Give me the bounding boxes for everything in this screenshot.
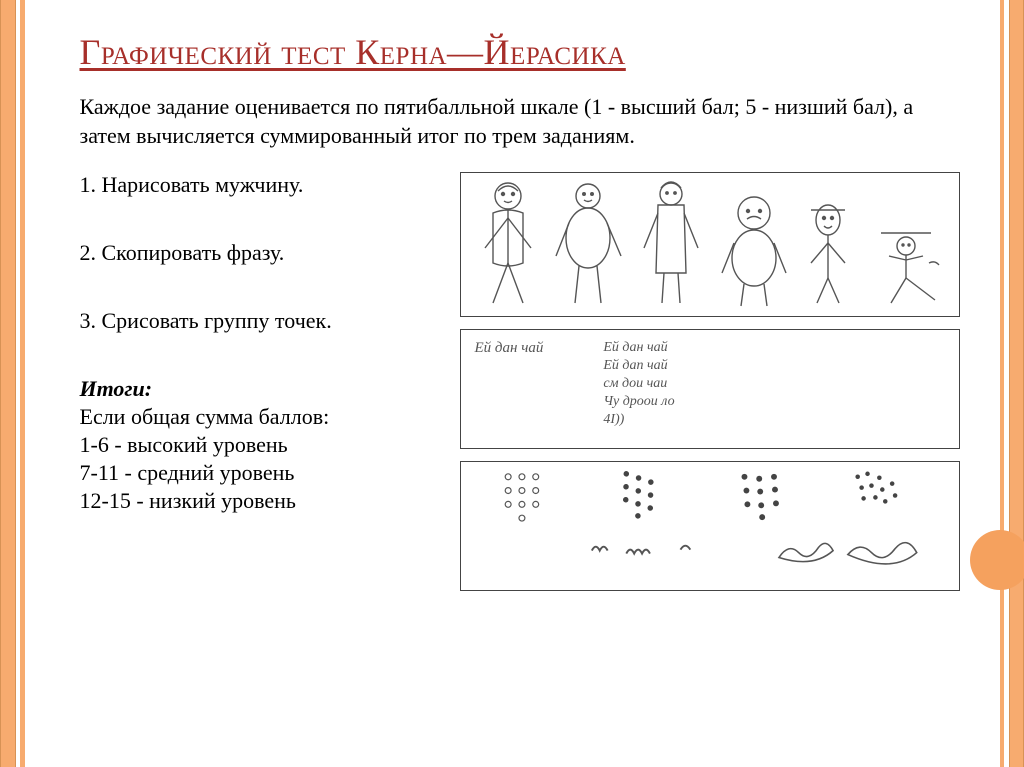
results-level-3: 12-15 - низкий уровень: [80, 488, 440, 514]
phrase-sample-right-3: см дои чаи: [603, 376, 674, 392]
slide-area: Графический тест Керна—Йерасика Каждое з…: [25, 0, 1000, 767]
left-column: 1. Нарисовать мужчину. 2. Скопировать фр…: [80, 172, 440, 516]
phrase-right-column: Ей дан чай Ей дап чай см дои чаи Чу дроо…: [603, 340, 674, 438]
phrase-sample-right-4: Чу дроои ло: [603, 394, 674, 410]
results-heading: Итоги:: [80, 376, 440, 402]
dots-svg: [461, 462, 959, 590]
figure-2: [551, 178, 626, 308]
phrase-sample-right-2: Ей дап чай: [603, 358, 674, 374]
figure-5: [801, 198, 856, 308]
left-stripe: [0, 0, 16, 767]
people-figures: [461, 173, 959, 316]
task-1: 1. Нарисовать мужчину.: [80, 172, 440, 198]
intro-paragraph: Каждое задание оценивается по пятибалльн…: [80, 93, 960, 150]
panel-dots: [460, 461, 960, 591]
accent-circle: [970, 530, 1024, 590]
figure-1: [473, 178, 543, 308]
task-3: 3. Срисовать группу точек.: [80, 308, 440, 334]
slide-title: Графический тест Керна—Йерасика: [80, 30, 960, 75]
results-level-2: 7-11 - средний уровень: [80, 460, 440, 486]
panel-people: [460, 172, 960, 317]
figure-4: [719, 188, 789, 308]
right-column: Ей дан чай Ей дан чай Ей дап чай см дои …: [460, 172, 960, 591]
phrase-left-column: Ей дан чай: [475, 340, 544, 438]
results-level-1: 1-6 - высокий уровень: [80, 432, 440, 458]
panel-phrase: Ей дан чай Ей дан чай Ей дап чай см дои …: [460, 329, 960, 449]
task-2: 2. Скопировать фразу.: [80, 240, 440, 266]
phrase-sample-right-1: Ей дан чай: [603, 340, 674, 356]
slide-frame: Графический тест Керна—Йерасика Каждое з…: [0, 0, 1024, 767]
phrase-sample-left-1: Ей дан чай: [475, 340, 544, 357]
content-row: 1. Нарисовать мужчину. 2. Скопировать фр…: [80, 172, 960, 591]
results-lead: Если общая сумма баллов:: [80, 404, 440, 430]
figure-3: [636, 178, 706, 308]
right-stripe: [1009, 0, 1024, 767]
figure-6: [861, 208, 946, 308]
phrase-sample-right-5: 4I)): [603, 412, 674, 428]
